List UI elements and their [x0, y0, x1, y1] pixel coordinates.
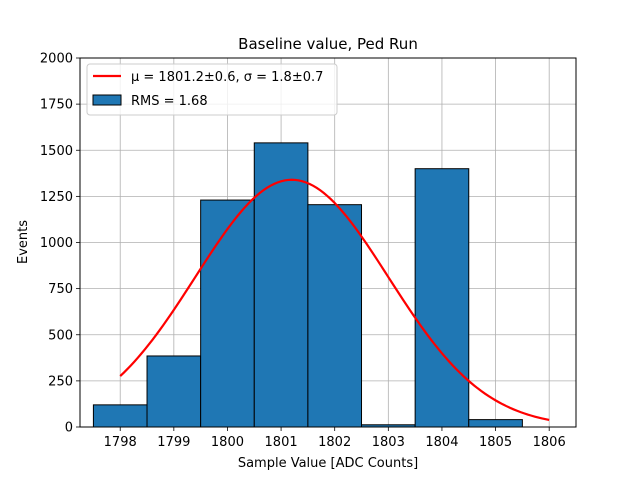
x-tick-label: 1801 — [265, 435, 298, 450]
legend-rms-swatch — [92, 94, 122, 106]
y-axis-label: Events — [16, 220, 31, 264]
x-tick-label: 1804 — [425, 435, 458, 450]
histogram-bar — [414, 168, 470, 428]
histogram-bar — [307, 204, 363, 428]
x-tick-label: 1806 — [533, 435, 566, 450]
legend: μ = 1801.2±0.6, σ = 1.8±0.7 RMS = 1.68 — [86, 63, 338, 116]
y-tick-label: 250 — [48, 374, 73, 389]
x-axis-ticks: 1798 1799 1800 1801 1802 1803 1804 1805 1806 — [104, 427, 566, 450]
y-tick-label: 1250 — [40, 190, 73, 205]
x-tick-label: 1800 — [211, 435, 244, 450]
y-tick-label: 1750 — [40, 98, 73, 113]
y-axis-ticks: 0 250 500 750 1000 1250 1500 1750 2000 — [40, 52, 80, 436]
x-axis-label: Sample Value [ADC Counts] — [238, 456, 418, 471]
y-tick-label: 0 — [65, 421, 73, 436]
histogram-bar — [146, 355, 202, 428]
x-tick-label: 1798 — [104, 435, 137, 450]
histogram-bar — [468, 419, 523, 428]
legend-rms-label: RMS = 1.68 — [131, 94, 208, 109]
legend-box — [86, 63, 338, 116]
fit-curve-group — [119, 178, 550, 422]
y-tick-label: 500 — [48, 328, 73, 343]
y-tick-label: 1500 — [40, 144, 73, 159]
y-tick-label: 2000 — [40, 52, 73, 67]
histogram-bars — [92, 142, 523, 428]
histogram-bar — [253, 142, 309, 428]
y-tick-label: 750 — [48, 282, 73, 297]
legend-fit-label: μ = 1801.2±0.6, σ = 1.8±0.7 — [131, 70, 323, 85]
x-tick-label: 1802 — [318, 435, 351, 450]
x-tick-label: 1803 — [372, 435, 405, 450]
x-tick-label: 1805 — [479, 435, 512, 450]
x-tick-label: 1799 — [157, 435, 190, 450]
histogram-bar — [92, 404, 148, 428]
chart-title: Baseline value, Ped Run — [238, 35, 418, 53]
y-tick-label: 1000 — [40, 236, 73, 251]
histogram-bar — [200, 199, 255, 428]
gaussian-fit-line — [119, 178, 550, 422]
